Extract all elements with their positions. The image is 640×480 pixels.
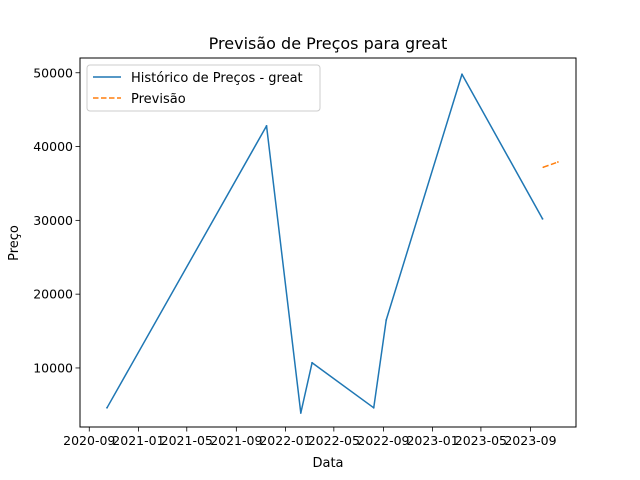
data-point [311,361,313,364]
data-point [372,406,375,409]
chart-title: Previsão de Preços para great [209,34,448,53]
legend-label-previsao: Previsão [131,92,186,107]
plot-area [80,58,576,427]
y-axis-label: Preço [7,225,22,261]
x-tick-label: 2022-09 [357,433,409,448]
series-line-historico [106,73,544,414]
legend-box [86,64,321,112]
series-line-previsao [543,161,559,168]
y-tick-label: 30000 [33,213,73,228]
x-tick-label: 2021-09 [210,433,262,448]
data-point [265,124,268,127]
x-axis-ticks: 2020-092021-012021-052021-092022-012022-… [63,427,557,448]
axes-frame [79,57,577,428]
data-point [106,406,108,409]
x-tick-label: 2022-05 [308,433,360,448]
x-tick-label: 2021-05 [161,433,213,448]
legend-label-historico: Histórico de Preços - great [131,71,303,86]
y-tick-label: 40000 [33,139,73,154]
y-tick-label: 20000 [33,287,73,302]
x-tick-label: 2023-01 [406,433,458,448]
legend: Histórico de Preços - great Previsão [86,64,321,112]
data-point [385,319,388,321]
data-point [542,166,545,169]
y-tick-label: 50000 [33,65,73,80]
x-tick-label: 2021-01 [112,433,164,448]
x-tick-label: 2022-01 [259,433,311,448]
x-tick-label: 2023-09 [504,433,556,448]
data-point [556,161,559,163]
data-point [299,412,302,414]
y-axis-ticks: 10000 20000 30000 40000 50000 [33,65,80,375]
data-point [541,217,544,220]
x-tick-label: 2023-05 [455,433,507,448]
x-tick-label: 2020-09 [63,433,115,448]
series-layer [106,73,559,414]
data-point [461,73,463,76]
x-axis-label: Data [312,456,343,471]
y-tick-label: 10000 [33,360,73,375]
